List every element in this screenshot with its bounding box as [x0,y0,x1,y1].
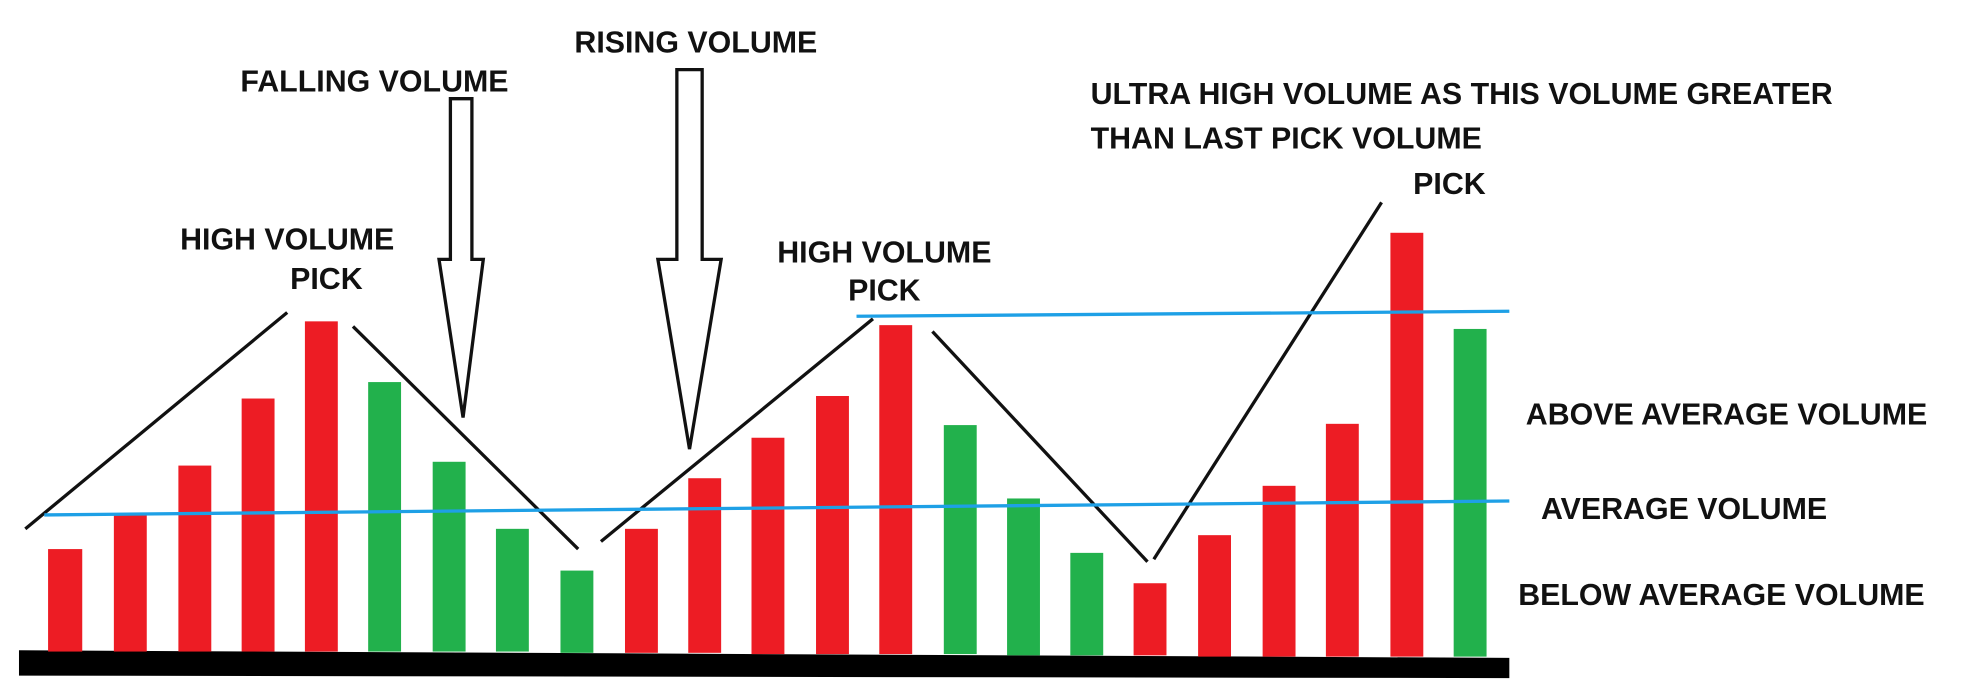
rising-arrow [655,67,724,450]
level-label: BELOW AVERAGE VOLUME [1518,579,1925,612]
peak-line [856,309,1510,318]
rising-label: RISING VOLUME [574,26,817,59]
bar [624,528,658,653]
bar [241,398,275,652]
bar [1133,583,1167,656]
falling-arrow [437,97,486,418]
trend-lines [24,201,1383,563]
ultra-label: ULTRA HIGH VOLUME AS THIS VOLUME GREATER [1091,78,1833,111]
bar [1198,535,1232,657]
bar [113,514,147,652]
bar [1325,423,1359,657]
peak-label: PICK [290,263,363,296]
bar [1390,232,1424,657]
bar [879,325,913,655]
peak-label: HIGH VOLUME [777,236,991,269]
bar [751,437,785,655]
average-line [44,499,1510,517]
bar [560,570,594,653]
trend-line [599,317,875,543]
bar [1453,328,1487,657]
base-band [18,650,1510,679]
ultra-label: THAN LAST PICK VOLUME [1091,122,1482,155]
falling-label: FALLING VOLUME [240,66,508,99]
bar [432,461,466,652]
peak-label: HIGH VOLUME [180,224,394,257]
ultra-label: PICK [1413,168,1486,201]
bar [304,321,338,652]
trend-line [1152,201,1383,561]
trend-line [931,330,1149,563]
bar [178,465,212,652]
bar [1262,485,1296,657]
peak-label: PICK [848,274,921,307]
level-label: AVERAGE VOLUME [1541,493,1827,526]
trend-line [24,311,289,531]
volume-bars [48,232,1487,657]
bar [368,382,402,652]
bar [943,425,977,655]
bar [495,528,529,652]
bar [1007,498,1040,656]
trend-line [351,325,580,551]
bar [688,478,722,653]
bar [48,549,83,652]
level-label: ABOVE AVERAGE VOLUME [1526,398,1927,431]
bar [816,395,849,655]
bar [1070,552,1104,656]
